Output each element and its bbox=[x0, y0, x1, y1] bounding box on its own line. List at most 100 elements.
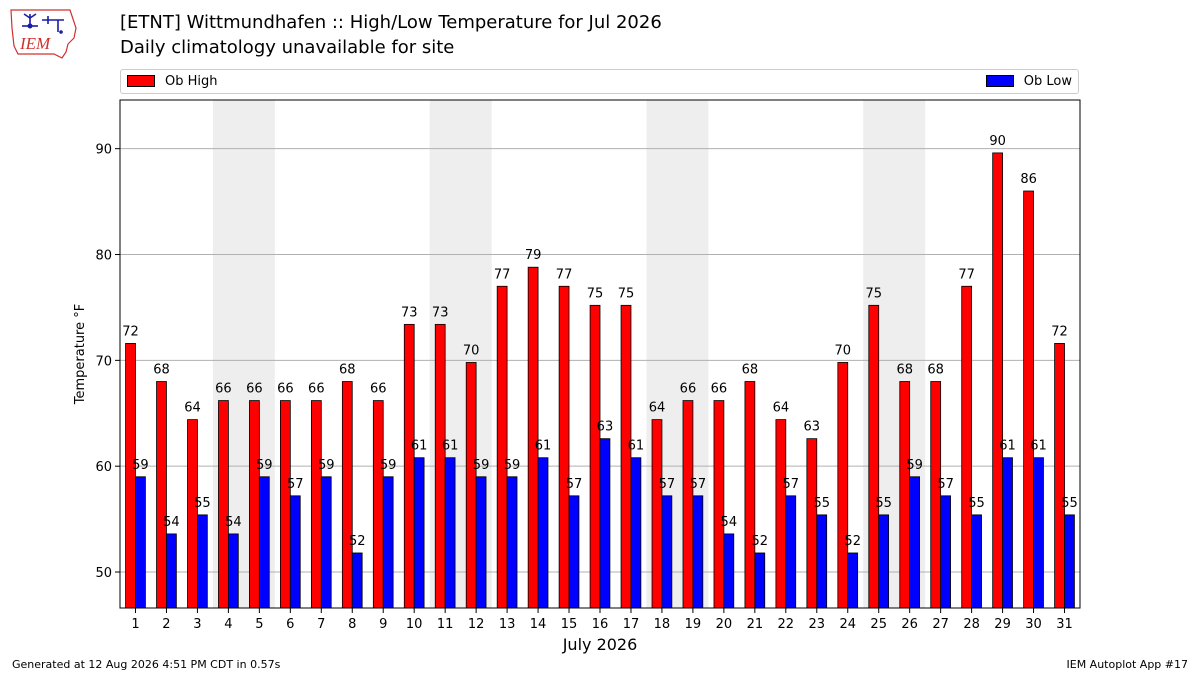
data-label-low: 59 bbox=[256, 458, 273, 473]
bar-low bbox=[816, 514, 828, 609]
data-label-high: 66 bbox=[277, 382, 294, 397]
bar-low bbox=[506, 476, 518, 609]
bar-low bbox=[351, 552, 363, 609]
data-label-low: 61 bbox=[442, 439, 459, 454]
bar-low bbox=[1064, 514, 1075, 609]
x-tick-label: 5 bbox=[255, 617, 263, 632]
data-label-low: 55 bbox=[813, 496, 830, 511]
bar-low bbox=[197, 514, 208, 609]
bar-high bbox=[218, 400, 229, 609]
x-tick-label: 15 bbox=[561, 617, 578, 632]
data-label-low: 57 bbox=[937, 477, 954, 492]
data-label-low: 54 bbox=[225, 515, 242, 530]
data-label-high: 77 bbox=[556, 267, 573, 282]
data-label-low: 59 bbox=[318, 458, 335, 473]
x-tick-label: 14 bbox=[530, 617, 547, 632]
bar-high bbox=[899, 381, 911, 609]
y-tick-label: 70 bbox=[95, 354, 112, 369]
bar-high bbox=[837, 362, 849, 609]
data-label-low: 52 bbox=[752, 534, 769, 549]
bar-high bbox=[558, 285, 570, 609]
bar-high bbox=[310, 400, 322, 609]
legend-label-low: Ob Low bbox=[1023, 74, 1072, 89]
y-tick-label: 50 bbox=[95, 566, 112, 581]
data-label-low: 59 bbox=[132, 458, 149, 473]
bar-low bbox=[754, 552, 766, 609]
bar-high bbox=[961, 285, 973, 609]
x-tick-label: 28 bbox=[963, 617, 980, 632]
legend-item-low: Ob Low bbox=[985, 74, 1072, 90]
x-axis-label: July 2026 bbox=[562, 635, 638, 654]
bar-low bbox=[661, 495, 673, 609]
data-label-high: 75 bbox=[865, 286, 882, 301]
x-tick-label: 2 bbox=[162, 617, 170, 632]
legend-item-high: Ob High bbox=[127, 74, 218, 90]
x-tick-label: 27 bbox=[932, 617, 949, 632]
x-tick-label: 4 bbox=[224, 617, 232, 632]
data-label-high: 70 bbox=[835, 343, 852, 358]
data-label-low: 55 bbox=[194, 496, 211, 511]
data-label-high: 66 bbox=[711, 382, 728, 397]
x-tick-label: 16 bbox=[592, 617, 609, 632]
x-tick-label: 30 bbox=[1025, 617, 1042, 632]
data-label-high: 63 bbox=[804, 420, 821, 435]
bar-high bbox=[744, 381, 756, 609]
data-label-low: 61 bbox=[535, 439, 552, 454]
bar-low bbox=[630, 457, 642, 609]
bar-low bbox=[444, 457, 456, 609]
data-label-high: 68 bbox=[927, 363, 944, 378]
x-tick-label: 7 bbox=[317, 617, 325, 632]
data-label-low: 57 bbox=[287, 477, 304, 492]
bar-low bbox=[568, 495, 580, 609]
data-label-low: 55 bbox=[1061, 496, 1078, 511]
data-label-high: 72 bbox=[122, 324, 139, 339]
x-tick-label: 13 bbox=[499, 617, 516, 632]
bar-high bbox=[868, 304, 880, 609]
bar-low bbox=[320, 476, 332, 609]
x-tick-label: 29 bbox=[994, 617, 1011, 632]
bar-high bbox=[1023, 190, 1034, 609]
data-label-low: 57 bbox=[659, 477, 676, 492]
bar-high bbox=[496, 285, 508, 609]
bar-high bbox=[403, 323, 415, 609]
x-tick-label: 31 bbox=[1056, 617, 1073, 632]
data-label-low: 61 bbox=[1030, 439, 1047, 454]
bar-low bbox=[940, 495, 951, 609]
data-label-high: 68 bbox=[896, 363, 913, 378]
x-tick-label: 6 bbox=[286, 617, 294, 632]
x-tick-label: 20 bbox=[716, 617, 733, 632]
bar-low bbox=[1033, 457, 1044, 609]
bar-low bbox=[878, 514, 890, 609]
bar-high bbox=[992, 152, 1003, 609]
bar-high bbox=[682, 400, 694, 609]
bar-low bbox=[382, 476, 394, 609]
data-label-low: 63 bbox=[597, 420, 614, 435]
x-tick-label: 24 bbox=[839, 617, 856, 632]
x-tick-label: 1 bbox=[131, 617, 139, 632]
bar-low bbox=[909, 476, 920, 609]
data-label-high: 66 bbox=[215, 382, 232, 397]
bar-high bbox=[713, 400, 725, 609]
data-label-high: 75 bbox=[587, 286, 604, 301]
data-label-high: 68 bbox=[153, 363, 170, 378]
bar-low bbox=[785, 495, 797, 609]
x-tick-label: 18 bbox=[654, 617, 671, 632]
x-tick-label: 12 bbox=[468, 617, 485, 632]
bar-high bbox=[775, 419, 787, 609]
y-tick-label: 80 bbox=[95, 249, 112, 264]
x-tick-label: 8 bbox=[348, 617, 356, 632]
data-label-high: 86 bbox=[1020, 172, 1037, 187]
bar-high bbox=[651, 419, 663, 609]
data-label-low: 59 bbox=[504, 458, 521, 473]
bar-high bbox=[187, 419, 198, 609]
data-label-high: 77 bbox=[494, 267, 511, 282]
chart-subtitle: Daily climatology unavailable for site bbox=[120, 37, 455, 58]
data-label-high: 66 bbox=[680, 382, 697, 397]
data-label-high: 73 bbox=[401, 305, 418, 320]
bar-low bbox=[599, 438, 611, 609]
bar-low bbox=[723, 533, 735, 609]
bar-low bbox=[135, 476, 146, 609]
data-label-high: 68 bbox=[339, 363, 356, 378]
data-label-low: 55 bbox=[875, 496, 892, 511]
